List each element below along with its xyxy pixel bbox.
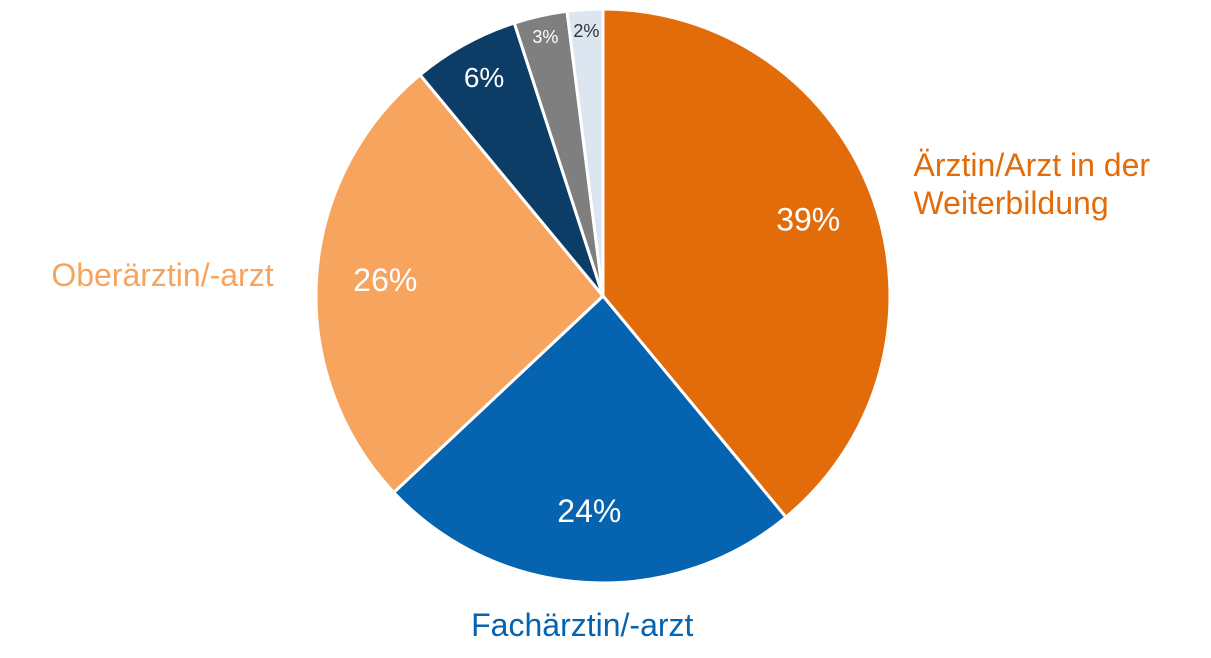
value-label: 2% — [573, 21, 599, 41]
pie-slice — [314, 72, 606, 495]
value-label: 26% — [353, 262, 417, 298]
category-label: Oberärztin/-arzt — [51, 257, 274, 294]
value-label: 24% — [557, 493, 621, 529]
value-label: 39% — [776, 202, 840, 238]
pie-slice — [391, 293, 789, 585]
pie-slice — [601, 7, 892, 520]
value-label: 3% — [532, 27, 558, 47]
pie-slice — [565, 7, 605, 297]
category-label: Fachärztin/-arzt — [471, 607, 694, 644]
value-label: 6% — [464, 62, 504, 93]
category-label: Ärztin/Arzt in der Weiterbildung — [913, 147, 1151, 222]
